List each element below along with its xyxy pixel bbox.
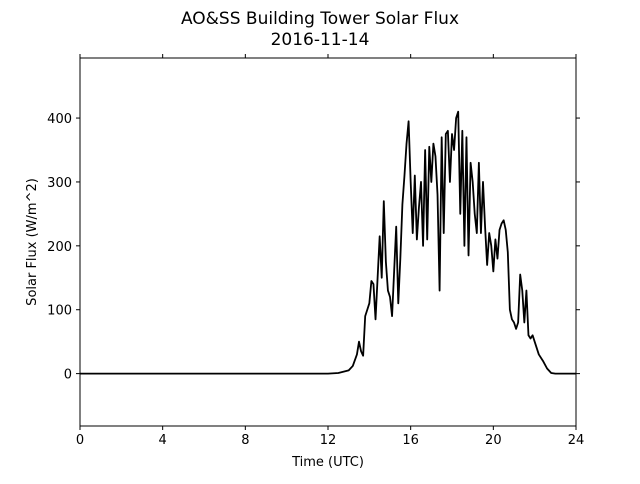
- chart-title: AO&SS Building Tower Solar Flux: [181, 9, 459, 29]
- x-tick-label: 24: [568, 433, 585, 448]
- x-tick-label: 0: [76, 433, 84, 448]
- y-tick-label: 200: [47, 240, 72, 255]
- line: [80, 110, 576, 375]
- x-axis-label: Time (UTC): [291, 455, 364, 470]
- y-tick-label: 0: [64, 368, 72, 383]
- x-tick-label: 4: [159, 433, 167, 448]
- x-tick-label: 16: [402, 433, 419, 448]
- x-tick-label: 12: [320, 433, 337, 448]
- y-tick-label: 100: [47, 304, 72, 319]
- y-tick-label: 400: [47, 112, 72, 127]
- x-tick-label: 20: [485, 433, 502, 448]
- plot-frame: [79, 57, 577, 427]
- y-tick-label: 300: [47, 176, 72, 191]
- x-tick-label: 8: [241, 433, 249, 448]
- y-axis-label: Solar Flux (W/m^2): [25, 178, 40, 306]
- chart-subtitle: 2016-11-14: [271, 30, 370, 50]
